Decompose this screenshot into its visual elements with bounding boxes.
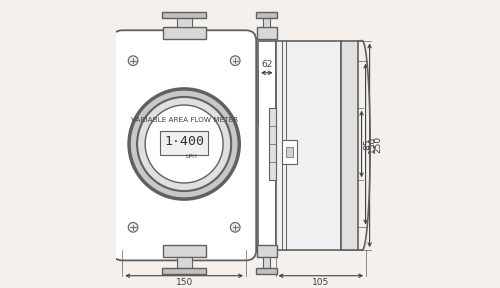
Bar [162, 12, 206, 18]
Circle shape [230, 223, 240, 232]
Circle shape [137, 97, 231, 191]
Bar [256, 268, 278, 274]
Circle shape [129, 89, 239, 199]
Text: 105: 105 [312, 278, 330, 287]
Text: 250: 250 [373, 135, 382, 153]
Circle shape [128, 56, 138, 65]
Bar [256, 245, 277, 257]
Bar [276, 41, 342, 250]
Bar [256, 12, 278, 18]
Bar [177, 257, 192, 268]
Text: 62: 62 [261, 60, 272, 69]
Bar [162, 268, 206, 274]
Bar [177, 17, 192, 27]
Bar [258, 41, 276, 250]
Text: 1·400: 1·400 [164, 135, 204, 148]
Text: 150: 150 [368, 135, 378, 153]
Bar [342, 41, 358, 250]
Bar [160, 130, 208, 155]
Bar [162, 245, 206, 257]
Circle shape [145, 105, 223, 183]
Text: LPH: LPH [186, 154, 198, 159]
Circle shape [230, 56, 240, 65]
Circle shape [128, 223, 138, 232]
Bar [256, 27, 277, 39]
Text: 150: 150 [176, 278, 193, 287]
Bar [282, 140, 297, 164]
Text: VARIABLE AREA FLOW METER: VARIABLE AREA FLOW METER [130, 117, 238, 123]
Bar [269, 108, 276, 180]
FancyBboxPatch shape [112, 30, 256, 260]
Bar [286, 147, 293, 158]
Bar [162, 27, 206, 39]
Bar [263, 17, 270, 27]
Text: 85: 85 [364, 138, 372, 150]
Bar [263, 257, 270, 268]
